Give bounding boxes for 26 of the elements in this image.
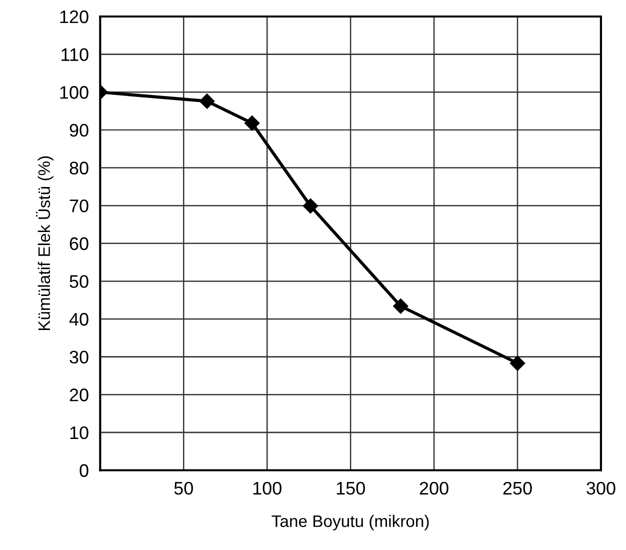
x-tick-label: 50	[174, 482, 193, 495]
y-tick-label: 40	[69, 312, 88, 326]
x-tick-label: 300	[586, 482, 616, 495]
point	[302, 198, 318, 214]
y-tick-label: 90	[70, 124, 88, 137]
x-tick-label: 250	[503, 482, 532, 495]
y-axis-title: Kümülatif Elek Üstü (%)	[36, 156, 54, 330]
y-tick-label: 100	[60, 86, 88, 99]
point	[510, 356, 526, 371]
x-tick-label: 100	[253, 482, 282, 495]
point	[244, 116, 260, 131]
x-tick-label: 150	[336, 482, 365, 495]
y-tick-label: 80	[70, 162, 88, 174]
point	[199, 94, 215, 109]
y-tick-label: 30	[70, 350, 88, 364]
point	[393, 298, 408, 314]
y-tick-label: 20	[70, 388, 88, 402]
x-axis-title: Tane Boyutu (mikron)	[272, 514, 429, 530]
y-tick-label: 120	[60, 10, 88, 24]
y-tick-label: 70	[70, 199, 88, 212]
y-tick-label: 10	[70, 426, 88, 440]
y-tick-label: 0	[80, 464, 88, 477]
y-tick-label: 110	[62, 48, 88, 62]
x-tick-label: 200	[420, 482, 448, 495]
y-tick-label: 60	[70, 237, 88, 250]
y-tick-label: 50	[70, 275, 88, 288]
